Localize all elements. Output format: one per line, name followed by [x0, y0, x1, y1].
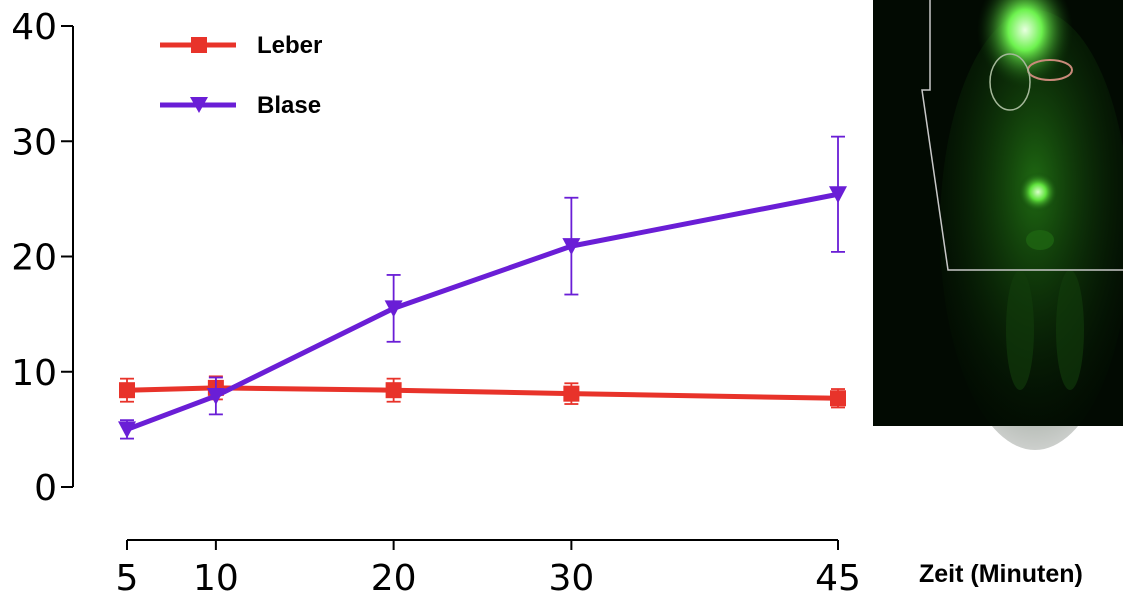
series-layer [118, 135, 847, 440]
legend-label-blase: Blase [257, 92, 321, 119]
x-tick-label: 45 [815, 558, 861, 598]
data-point-blase [829, 186, 847, 204]
legend-marker-blase [190, 97, 208, 113]
pet-scan-image [873, 0, 1123, 450]
legend: Leber Blase [160, 32, 322, 119]
y-tick-label: 20 [11, 238, 57, 279]
y-tick-label: 0 [34, 468, 57, 509]
legend-item-leber: Leber [160, 32, 322, 59]
x-tick-label: 5 [116, 558, 139, 598]
data-point-blase [562, 238, 581, 256]
data-point-blase [206, 387, 225, 405]
y-ticks: 0 10 20 30 40 [11, 7, 73, 509]
y-tick-label: 40 [11, 7, 57, 48]
x-tick-label: 10 [193, 558, 239, 598]
x-tick-label: 30 [548, 558, 594, 598]
y-tick-label: 30 [11, 122, 57, 163]
legend-item-blase: Blase [160, 92, 321, 119]
legend-marker-leber [191, 37, 207, 53]
series-blase [118, 135, 847, 440]
legend-label-leber: Leber [257, 32, 322, 59]
data-point-blase [384, 300, 403, 318]
x-axis-title: Zeit (Minuten) [919, 560, 1083, 588]
y-tick-label: 10 [11, 353, 57, 394]
data-point-leber [119, 382, 135, 399]
data-point-leber [830, 390, 846, 407]
x-ticks: 5 10 20 30 45 [116, 540, 861, 598]
data-point-leber [385, 382, 402, 399]
data-point-leber [563, 385, 580, 402]
x-tick-label: 20 [371, 558, 417, 598]
data-point-blase [118, 421, 136, 439]
